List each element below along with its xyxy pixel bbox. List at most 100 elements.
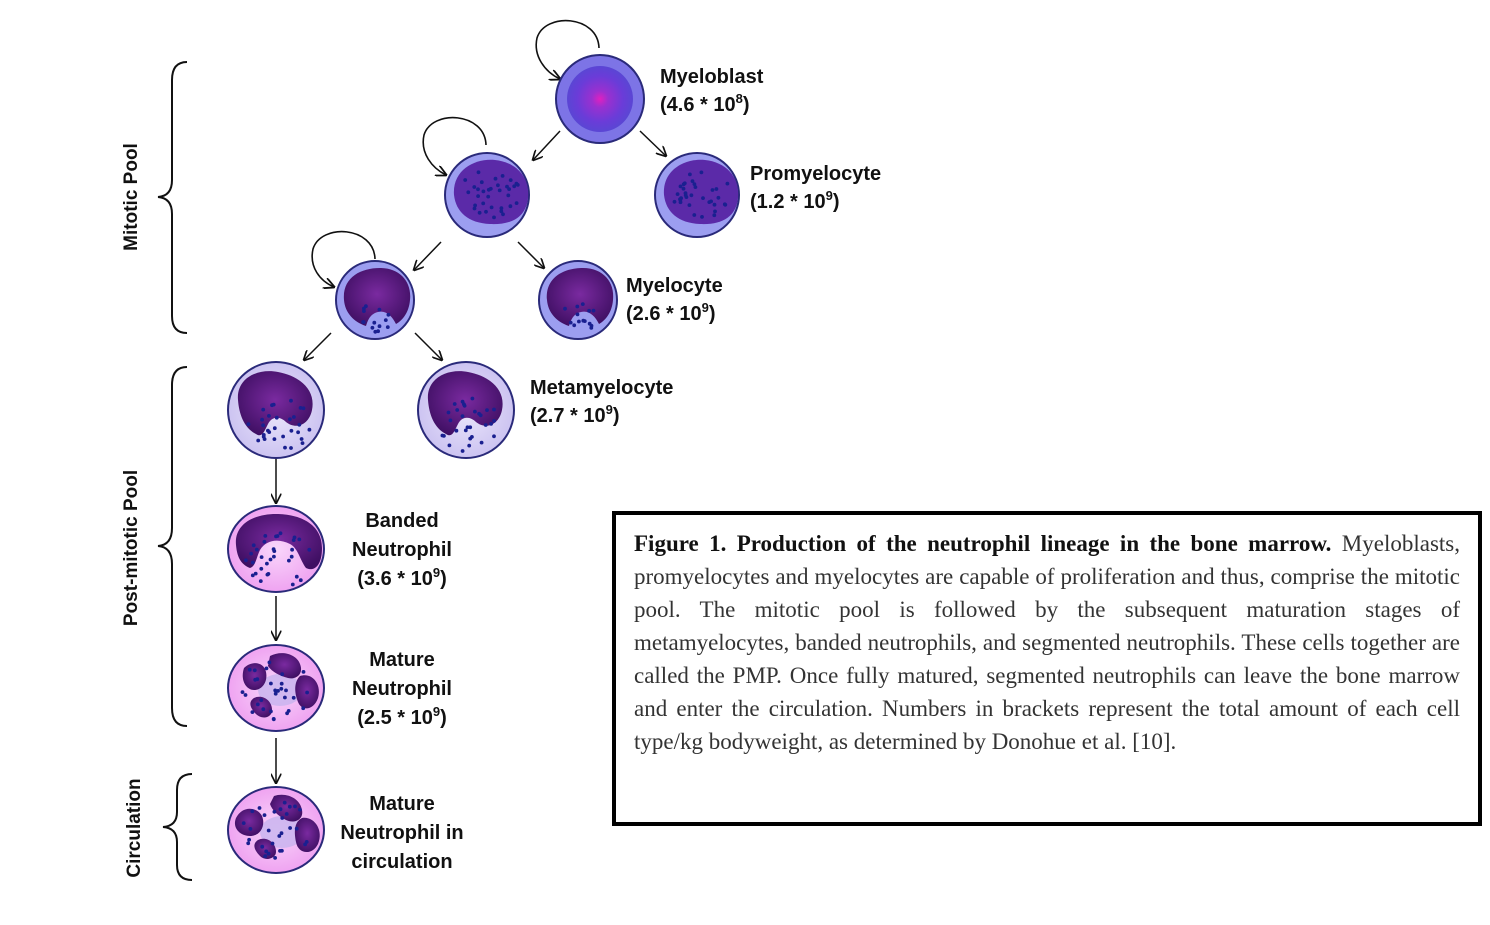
- granule: [281, 434, 285, 439]
- granule: [243, 693, 248, 697]
- granule: [289, 398, 293, 403]
- granule: [500, 174, 505, 178]
- granule: [280, 672, 285, 677]
- granule: [692, 182, 697, 187]
- self-renewal-arrow-promyelocyte: [422, 116, 487, 175]
- granule: [290, 547, 294, 552]
- granule: [679, 196, 683, 201]
- brace-circulation: [162, 773, 193, 881]
- myeloblast-count: (4.6 * 108): [660, 91, 750, 116]
- granule: [298, 406, 303, 410]
- granule: [563, 306, 567, 311]
- arrow-promyelocyte-to-myelocyte-left: [414, 241, 442, 270]
- granule: [294, 826, 299, 831]
- granule: [479, 440, 484, 445]
- granule: [479, 180, 484, 185]
- metamyelocyte-cell-right: [417, 361, 515, 459]
- granule: [298, 578, 303, 583]
- granule: [263, 534, 268, 538]
- granule: [725, 181, 730, 186]
- granule: [508, 204, 513, 209]
- granule: [370, 325, 375, 330]
- granule: [294, 574, 299, 579]
- granule: [465, 425, 470, 430]
- granule: [248, 827, 253, 831]
- granule: [273, 688, 278, 693]
- arrow-myelocyte-to-metamyelocyte-left: [304, 332, 332, 360]
- granule: [240, 690, 245, 694]
- granule: [689, 193, 694, 198]
- granule: [299, 437, 304, 441]
- brace-mitotic-pool: [157, 61, 188, 334]
- granule: [250, 809, 255, 814]
- granule: [254, 547, 259, 552]
- granule: [580, 302, 585, 306]
- circulating-neutrophil-label-line3: circulation: [351, 851, 452, 873]
- granule: [493, 176, 498, 181]
- granule: [700, 215, 704, 219]
- granule: [262, 539, 267, 544]
- granule: [260, 844, 265, 849]
- granule: [241, 821, 246, 825]
- granule: [271, 547, 276, 552]
- granule: [463, 178, 468, 182]
- mature-neutrophil-count: (2.5 * 109): [357, 704, 447, 729]
- granule: [497, 188, 502, 193]
- granule: [377, 307, 382, 312]
- self-renewal-arrow-myeloblast: [535, 19, 600, 79]
- granule: [301, 670, 306, 674]
- granule: [260, 417, 264, 422]
- granule: [716, 195, 721, 200]
- granule: [587, 321, 592, 326]
- granule: [492, 215, 496, 220]
- granule: [473, 203, 477, 208]
- granule: [476, 194, 480, 199]
- granule: [505, 184, 509, 189]
- arrow-myelocyte-to-metamyelocyte-right: [414, 332, 442, 360]
- granule: [288, 417, 292, 422]
- granule: [275, 534, 280, 538]
- granule: [714, 187, 719, 191]
- granule: [492, 419, 496, 423]
- granule: [713, 209, 717, 214]
- granule: [304, 840, 309, 844]
- granule: [247, 667, 252, 672]
- granule: [258, 579, 263, 583]
- granule: [512, 184, 517, 189]
- granule: [462, 403, 467, 408]
- granule: [255, 677, 260, 682]
- granule: [259, 566, 264, 571]
- granule: [481, 189, 486, 194]
- myelocyte-count: (2.6 * 109): [626, 300, 716, 325]
- granule: [279, 831, 284, 836]
- granule: [682, 181, 687, 186]
- granule: [496, 183, 500, 188]
- granule: [460, 449, 465, 453]
- granule: [678, 184, 683, 189]
- granule: [591, 308, 596, 313]
- promyelocyte-cell-right: [654, 152, 740, 238]
- granule: [266, 572, 271, 576]
- granule: [489, 422, 493, 426]
- granule: [470, 396, 475, 401]
- granule: [690, 179, 695, 184]
- granule: [463, 428, 468, 433]
- granule: [467, 443, 472, 448]
- myeloblast-cell: [555, 54, 645, 144]
- granule: [452, 402, 457, 406]
- granule: [723, 202, 728, 207]
- granule: [483, 423, 488, 427]
- granule: [244, 558, 248, 563]
- mature-neutrophil-label-line1: Mature: [369, 649, 435, 671]
- granule: [460, 414, 465, 418]
- granule: [262, 813, 267, 817]
- granule: [265, 561, 269, 566]
- granule: [499, 209, 504, 214]
- granule: [296, 430, 300, 435]
- granule: [681, 186, 686, 191]
- granule: [250, 573, 255, 578]
- granule: [267, 660, 272, 665]
- circulating-neutrophil-cell: [227, 786, 325, 874]
- mitotic-pool-label: Mitotic Pool: [121, 143, 142, 251]
- granule: [264, 666, 269, 671]
